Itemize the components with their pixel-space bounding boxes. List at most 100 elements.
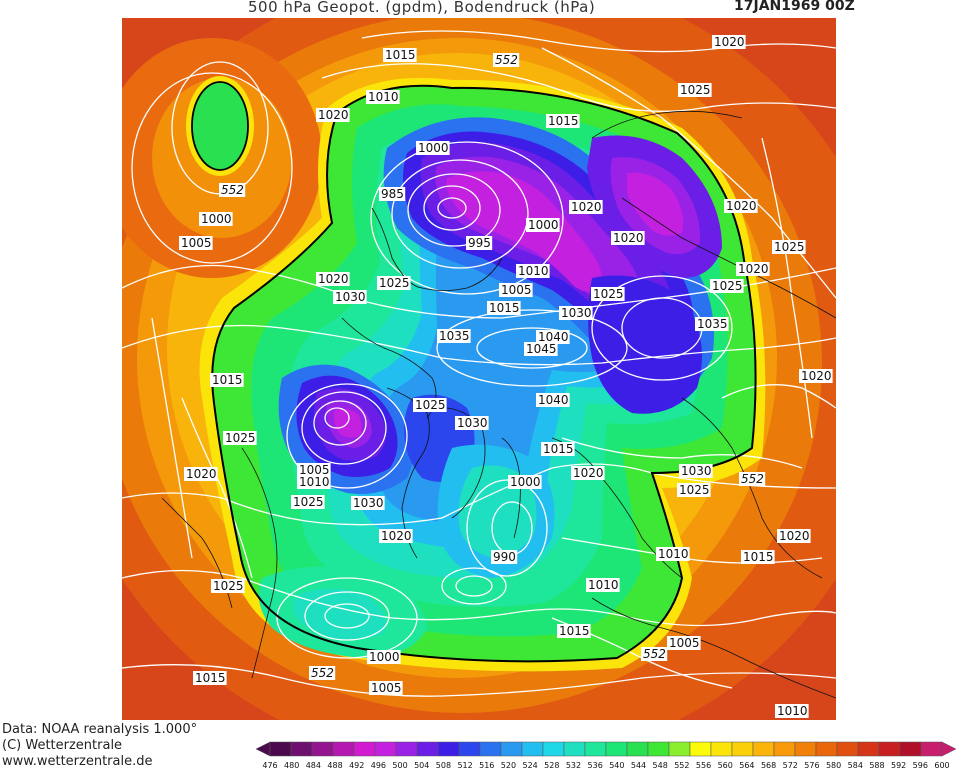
contour-label: 1020 bbox=[724, 199, 758, 213]
contour-label: 1015 bbox=[193, 671, 227, 685]
colorbar-tick-label: 564 bbox=[739, 761, 754, 770]
svg-text:1010: 1010 bbox=[588, 578, 619, 592]
map-title: 500 hPa Geopot. (gpdm), Bodendruck (hPa) bbox=[248, 0, 596, 16]
colorbar-cell bbox=[269, 741, 292, 757]
map-date: 17JAN1969 00Z bbox=[734, 0, 855, 14]
colorbar-tick-label: 572 bbox=[783, 761, 798, 770]
colorbar-cell bbox=[836, 741, 859, 757]
colorbar-cell bbox=[857, 741, 880, 757]
colorbar-tick-label: 540 bbox=[609, 761, 624, 770]
colorbar-tick-label: 516 bbox=[479, 761, 494, 770]
svg-text:1020: 1020 bbox=[571, 200, 602, 214]
colorbar-tick-label: 596 bbox=[913, 761, 928, 770]
colorbar-cell bbox=[563, 741, 586, 757]
contour-label: 1005 bbox=[179, 236, 213, 250]
colorbar-tick-label: 528 bbox=[544, 761, 559, 770]
contour-label: 1025 bbox=[772, 240, 806, 254]
contour-label: 1025 bbox=[413, 398, 447, 412]
colorbar-tick-label: 488 bbox=[327, 761, 342, 770]
svg-text:1000: 1000 bbox=[418, 141, 449, 155]
contour-label: 1020 bbox=[184, 467, 218, 481]
contour-label: 1005 bbox=[369, 681, 403, 695]
colorbar-tick-label: 592 bbox=[891, 761, 906, 770]
svg-text:1030: 1030 bbox=[681, 464, 712, 478]
colorbar-cell bbox=[458, 741, 481, 757]
svg-text:1030: 1030 bbox=[335, 290, 366, 304]
svg-text:1000: 1000 bbox=[510, 475, 541, 489]
svg-text:1025: 1025 bbox=[225, 431, 256, 445]
svg-text:1010: 1010 bbox=[658, 547, 689, 561]
svg-text:1020: 1020 bbox=[779, 529, 810, 543]
color-scale-bar: 476 480 484 488 492 496 500 504 508 512 516 520 524 5… bbox=[256, 741, 956, 770]
contour-label: 552 bbox=[739, 472, 766, 486]
colorbar-tick-label: 600 bbox=[934, 761, 949, 770]
svg-text:1025: 1025 bbox=[679, 483, 710, 497]
contour-label: 1015 bbox=[487, 301, 521, 315]
svg-text:1015: 1015 bbox=[743, 550, 774, 564]
colorbar-cell bbox=[605, 741, 628, 757]
contour-label: 1005 bbox=[499, 283, 533, 297]
colorbar-cell bbox=[731, 741, 754, 757]
svg-text:1025: 1025 bbox=[712, 279, 743, 293]
contour-label: 1015 bbox=[546, 114, 580, 128]
svg-text:552: 552 bbox=[643, 647, 666, 661]
contour-label: 1010 bbox=[516, 264, 550, 278]
svg-text:1020: 1020 bbox=[726, 199, 757, 213]
colorbar-tick-label: 568 bbox=[761, 761, 776, 770]
svg-text:1015: 1015 bbox=[559, 624, 590, 638]
contour-label: 1005 bbox=[667, 636, 701, 650]
svg-text:1040: 1040 bbox=[538, 393, 569, 407]
svg-text:990: 990 bbox=[493, 550, 516, 564]
contour-label: 1000 bbox=[367, 650, 401, 664]
colorbar-cell bbox=[710, 741, 733, 757]
colorbar-tick-label: 588 bbox=[869, 761, 884, 770]
svg-text:552: 552 bbox=[311, 666, 334, 680]
svg-text:1000: 1000 bbox=[369, 650, 400, 664]
svg-text:1010: 1010 bbox=[299, 475, 330, 489]
contour-label: 1045 bbox=[524, 342, 558, 356]
contour-label: 1025 bbox=[223, 431, 257, 445]
svg-text:1020: 1020 bbox=[186, 467, 217, 481]
contour-label: 1025 bbox=[677, 483, 711, 497]
contour-labels: 1015 552 1020 1010 1020 1025 1015 1000 552 985 102… bbox=[179, 35, 833, 718]
svg-text:1025: 1025 bbox=[379, 276, 410, 290]
colorbar-tick-label: 496 bbox=[371, 761, 386, 770]
svg-text:1025: 1025 bbox=[774, 240, 805, 254]
colorbar-tick-label: 552 bbox=[674, 761, 689, 770]
colorbar-tick-label: 504 bbox=[414, 761, 429, 770]
svg-text:1020: 1020 bbox=[714, 35, 745, 49]
colorbar-tick-label: 536 bbox=[588, 761, 603, 770]
contour-label: 1030 bbox=[559, 306, 593, 320]
contour-label: 1030 bbox=[351, 496, 385, 510]
contour-label: 1020 bbox=[712, 35, 746, 49]
contour-label: 1015 bbox=[541, 442, 575, 456]
contour-label: 1030 bbox=[333, 290, 367, 304]
colorbar-cell bbox=[479, 741, 502, 757]
contour-label: 1025 bbox=[710, 279, 744, 293]
contour-label: 1020 bbox=[379, 529, 413, 543]
svg-text:1015: 1015 bbox=[489, 301, 520, 315]
svg-text:1020: 1020 bbox=[573, 466, 604, 480]
svg-text:1000: 1000 bbox=[528, 218, 559, 232]
colorbar-cell bbox=[500, 741, 523, 757]
svg-text:552: 552 bbox=[741, 472, 764, 486]
weather-map: 1015 552 1020 1010 1020 1025 1015 1000 552 985 102… bbox=[122, 18, 836, 720]
colorbar-tick-label: 492 bbox=[349, 761, 364, 770]
colorbar-cell bbox=[584, 741, 607, 757]
colorbar-cell bbox=[395, 741, 418, 757]
contour-label: 985 bbox=[379, 187, 406, 201]
colorbar-cell bbox=[773, 741, 796, 757]
colorbar-cell bbox=[311, 741, 334, 757]
svg-text:1020: 1020 bbox=[318, 108, 349, 122]
colorbar-arrow-left bbox=[256, 741, 271, 757]
contour-label: 1025 bbox=[377, 276, 411, 290]
website-url[interactable]: www.wetterzentrale.de bbox=[2, 754, 153, 769]
contour-label: 1020 bbox=[316, 272, 350, 286]
svg-text:1005: 1005 bbox=[181, 236, 212, 250]
colorbar-tick-label: 500 bbox=[392, 761, 407, 770]
svg-text:1020: 1020 bbox=[801, 369, 832, 383]
contour-label: 1010 bbox=[775, 704, 809, 718]
contour-label: 1020 bbox=[316, 108, 350, 122]
svg-text:1010: 1010 bbox=[368, 90, 399, 104]
contour-label: 1000 bbox=[526, 218, 560, 232]
